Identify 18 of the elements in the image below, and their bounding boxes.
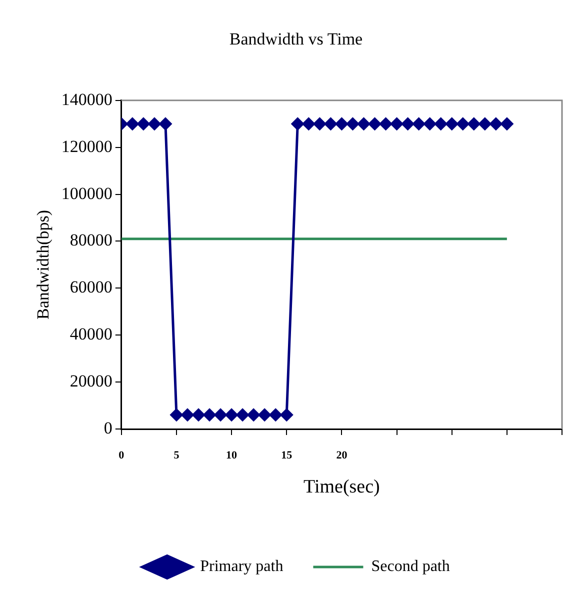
y-tick-label: 60000 bbox=[70, 278, 112, 297]
x-tick-label: 5 bbox=[174, 449, 180, 462]
y-axis-title: Bandwidth(bps) bbox=[34, 210, 53, 320]
chart-title: Bandwidth vs Time bbox=[229, 30, 363, 49]
x-tick-label: 15 bbox=[281, 449, 293, 462]
x-axis-title: Time(sec) bbox=[304, 476, 380, 498]
x-tick-label: 10 bbox=[226, 449, 238, 462]
y-tick-label: 80000 bbox=[70, 230, 112, 250]
y-tick-label: 120000 bbox=[61, 136, 112, 156]
x-tick-label: 20 bbox=[336, 449, 348, 462]
y-tick-label: 20000 bbox=[70, 372, 112, 391]
y-tick-label: 40000 bbox=[70, 324, 112, 344]
legend-label: Primary path bbox=[200, 558, 284, 576]
y-tick-label: 100000 bbox=[61, 184, 112, 203]
y-tick-label: 140000 bbox=[61, 90, 112, 109]
legend-label: Second path bbox=[371, 558, 450, 576]
x-tick-label: 0 bbox=[118, 449, 125, 462]
y-tick-label: 0 bbox=[104, 418, 112, 438]
